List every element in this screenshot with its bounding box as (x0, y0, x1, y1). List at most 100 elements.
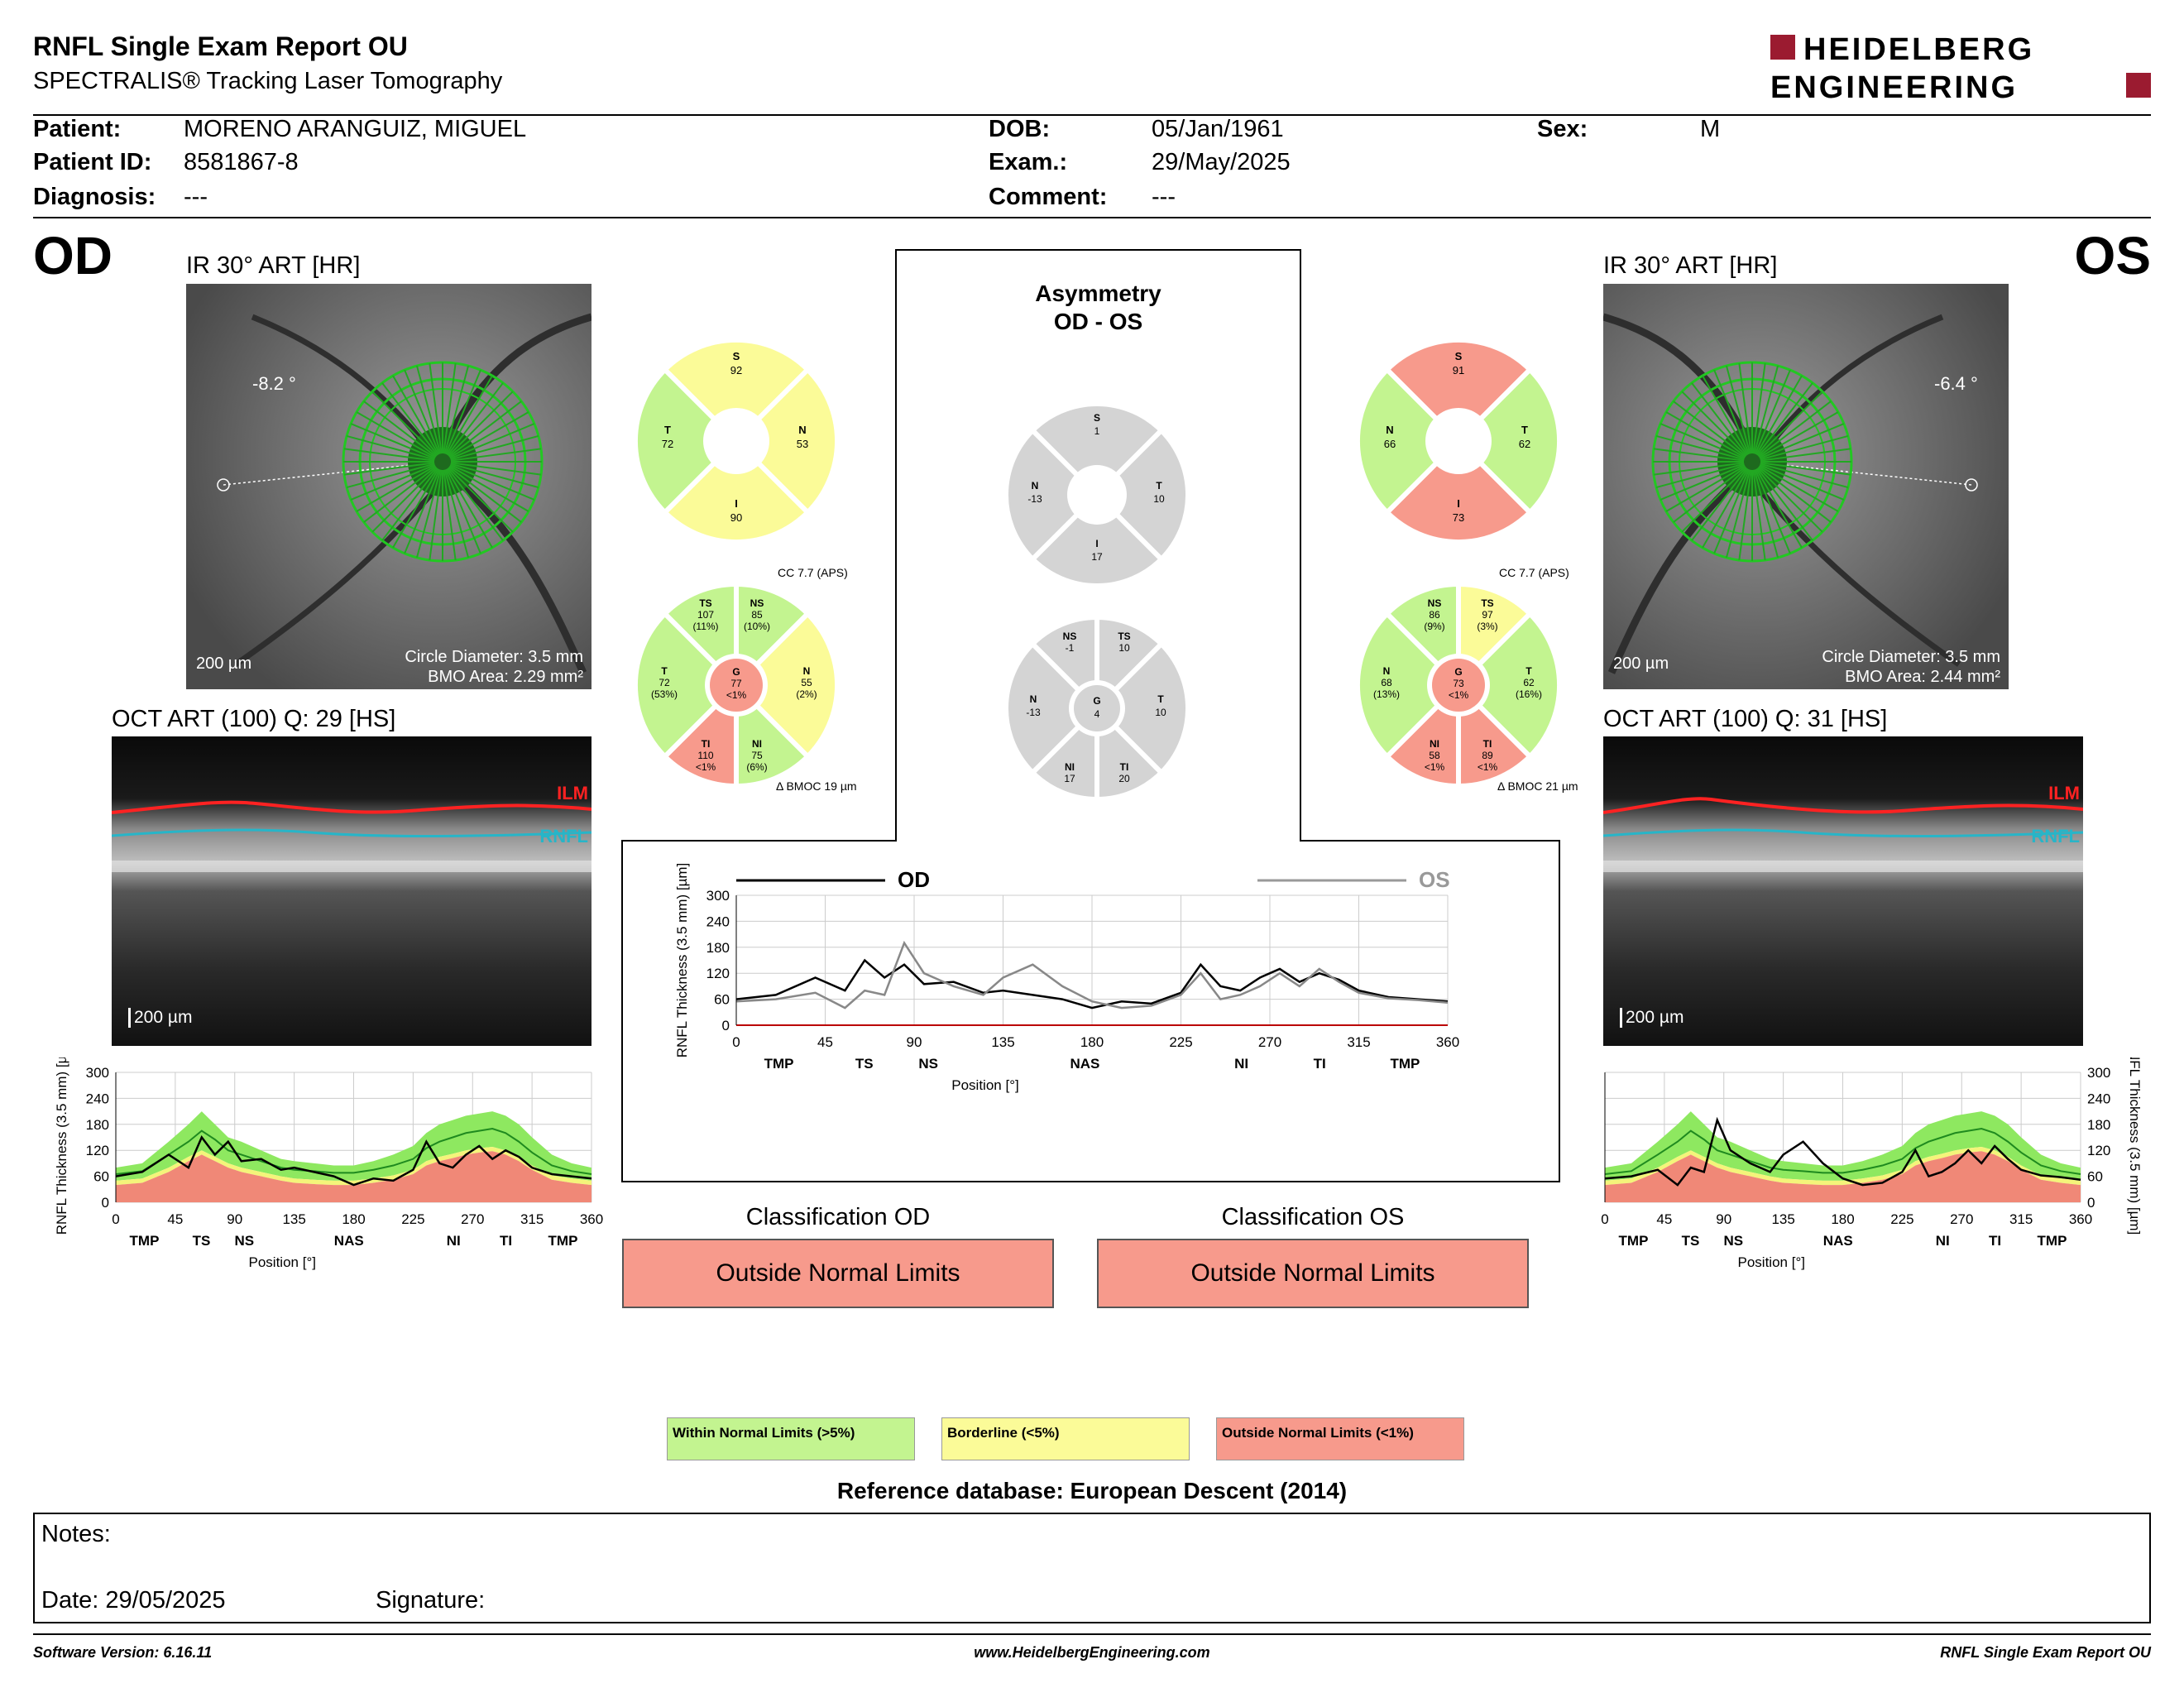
sector-label: NI (447, 1233, 461, 1249)
heidelberg-logo: HEIDELBERG ENGINEERING (1770, 32, 2151, 104)
os-oct-title: OCT ART (100) Q: 31 [HS] (1603, 706, 1888, 732)
date-label: Date: 29/05/2025 (41, 1587, 226, 1614)
normal-mean-line (115, 1128, 592, 1175)
footer-report-name: RNFL Single Exam Report OU (1940, 1644, 2151, 1661)
y-tick-label: 0 (2087, 1195, 2095, 1211)
x-tick-label: 225 (401, 1211, 424, 1227)
svg-text:-13: -13 (1026, 707, 1041, 718)
svg-text:N: N (1386, 424, 1393, 436)
y-tick-label: 120 (2087, 1143, 2110, 1158)
od-ir-title: IR 30° ART [HR] (186, 252, 361, 279)
x-axis-label: Position [°] (1738, 1254, 1805, 1270)
svg-text:91: 91 (1453, 364, 1464, 376)
sector-label: TMP (2038, 1233, 2067, 1249)
svg-text:58: 58 (1429, 750, 1440, 761)
legend-borderline: Borderline (<5%) (941, 1417, 1190, 1460)
asymmetry-thickness-profile-chart: 0 60 120 180 240 300 0 45 90 135 180 225 270 315 360 TM… (674, 863, 1459, 1093)
x-tick-label: 315 (520, 1211, 544, 1227)
svg-text:I: I (1457, 497, 1460, 510)
sector-label: NI (1234, 1056, 1248, 1072)
svg-text:68: 68 (1381, 677, 1392, 688)
y-tick-label: 300 (86, 1065, 109, 1081)
od-fundus-image: -8.2 ° 200 µm Circle Diameter: 3.5 mm BM… (186, 284, 592, 689)
y-tick-label: 60 (714, 992, 730, 1008)
svg-text:<1%: <1% (1449, 689, 1469, 701)
od-quad-S (661, 338, 812, 445)
svg-text:73: 73 (1453, 511, 1464, 524)
os-fundus-image: -6.4 ° 200 µm Circle Diameter: 3.5 mm BM… (1603, 284, 2009, 689)
svg-text:(2%): (2%) (796, 688, 817, 700)
patient-rule (33, 217, 2151, 218)
x-tick-label: 360 (580, 1211, 603, 1227)
comment-label: Comment: (989, 184, 1108, 210)
od-classification-title: Classification OD (745, 1204, 931, 1230)
y-tick-label: 240 (86, 1091, 109, 1106)
svg-text:107: 107 (697, 609, 714, 621)
svg-text:G: G (1093, 695, 1100, 707)
svg-text:77: 77 (730, 678, 742, 689)
outside-band (1605, 1151, 2081, 1202)
notes-label: Notes: (41, 1521, 111, 1547)
svg-text:I: I (1095, 538, 1098, 549)
od-angle-label: -8.2 ° (252, 373, 296, 394)
x-tick-label: 45 (1656, 1211, 1672, 1227)
y-tick-label: 300 (706, 888, 730, 904)
sector-label: NS (234, 1233, 254, 1249)
x-tick-label: 225 (1890, 1211, 1913, 1227)
report-subtitle: SPECTRALIS® Tracking Laser Tomography (33, 68, 503, 94)
series-line-od (735, 958, 1449, 1009)
svg-text:N: N (1383, 665, 1391, 677)
od-scale-label: 200 µm (196, 655, 252, 673)
svg-text:89: 89 (1482, 750, 1493, 761)
y-tick-label: 180 (706, 940, 730, 956)
od-quad-I-value: 90 (730, 511, 742, 524)
svg-text:(3%): (3%) (1477, 621, 1497, 632)
patient-id-value: 8581867-8 (184, 149, 299, 175)
x-axis-label: Position [°] (249, 1254, 316, 1270)
x-tick-label: 270 (1258, 1034, 1281, 1050)
svg-text:20: 20 (1118, 773, 1130, 784)
x-tick-label: 0 (1601, 1211, 1608, 1227)
exam-value: 29/May/2025 (1152, 149, 1291, 175)
svg-text:62: 62 (1523, 677, 1535, 688)
od-quadrant-chart: S 92 N 53 I 90 T 72 (633, 338, 840, 544)
os-ilm-label: ILM (2048, 783, 2080, 803)
footer-website: www.HeidelbergEngineering.com (974, 1644, 1210, 1661)
svg-text:75: 75 (751, 750, 763, 761)
x-tick-label: 360 (1436, 1034, 1459, 1050)
signature-label: Signature: (376, 1587, 486, 1614)
svg-text:(13%): (13%) (1373, 688, 1400, 700)
od-quad-S-value: 92 (730, 364, 742, 376)
od-sector-N (732, 610, 840, 760)
sector-label: NS (1723, 1233, 1743, 1249)
legend-os-label: OS (1419, 867, 1450, 892)
od-oct-title: OCT ART (100) Q: 29 [HS] (112, 706, 396, 732)
x-tick-label: 90 (907, 1034, 922, 1050)
svg-text:(9%): (9%) (1424, 621, 1444, 632)
svg-text:<1%: <1% (1478, 761, 1498, 773)
os-classification-result: Outside Normal Limits (1097, 1239, 1529, 1308)
svg-text:66: 66 (1384, 438, 1396, 450)
x-tick-label: 0 (732, 1034, 740, 1050)
y-tick-label: 0 (722, 1018, 730, 1033)
footer-rule (33, 1633, 2151, 1635)
sector-label: TS (1682, 1233, 1700, 1249)
thickness-line (115, 1135, 592, 1187)
od-cc-label: CC 7.7 (APS) (778, 566, 848, 579)
os-bmoc-label: Δ BMOC 21 µm (1497, 779, 1578, 793)
y-axis-label: RNFL Thickness (3.5 mm) [µm] (2127, 1057, 2143, 1235)
x-tick-label: 360 (2069, 1211, 2092, 1227)
os-angle-label: -6.4 ° (1934, 373, 1978, 394)
y-tick-label: 60 (2087, 1169, 2103, 1185)
x-tick-label: 270 (461, 1211, 484, 1227)
svg-text:N: N (1032, 480, 1039, 492)
svg-text:<1%: <1% (726, 689, 747, 701)
y-axis-label: RNFL Thickness (3.5 mm) [µm] (54, 1057, 69, 1235)
svg-text:97: 97 (1482, 609, 1493, 621)
svg-text:(10%): (10%) (744, 621, 770, 632)
dob-value: 05/Jan/1961 (1152, 116, 1284, 142)
sector-label: TMP (130, 1233, 160, 1249)
y-tick-label: 0 (102, 1195, 109, 1211)
